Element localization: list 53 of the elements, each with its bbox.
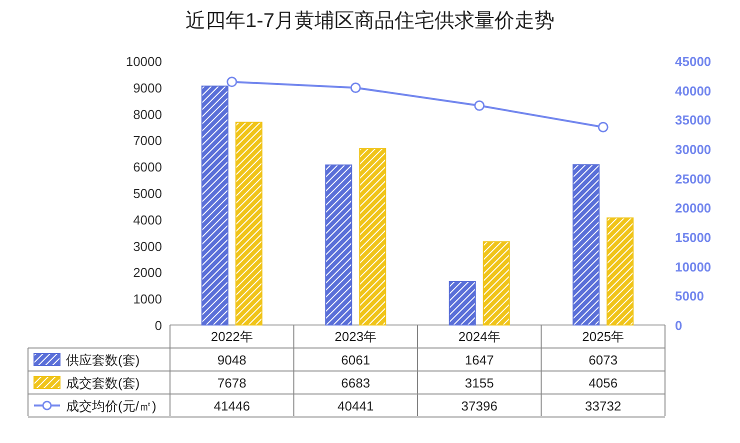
y-tick-label: 9000 (133, 80, 162, 96)
legend-label: 成交套数(套) (66, 376, 140, 390)
legend-label: 供应套数(套) (66, 352, 140, 368)
bar (325, 164, 352, 326)
y-tick-label: 1000 (133, 292, 162, 307)
data-label: 6683 (341, 376, 370, 390)
bar (606, 217, 634, 326)
point (350, 82, 361, 93)
y-tick-label: 7000 (133, 133, 162, 148)
y-tick-label: 8000 (133, 106, 162, 122)
data-label: 41446 (214, 398, 250, 414)
data-label: 37396 (461, 398, 498, 414)
data-label: 7678 (217, 376, 246, 390)
point (474, 100, 485, 111)
x-tick-label: 2024年 (458, 329, 500, 344)
x-tick-label: 2022年 (210, 329, 253, 344)
y-tick-label: 3000 (133, 238, 162, 254)
data-label: 1647 (464, 352, 494, 368)
y-tick-label: 4000 (133, 212, 162, 228)
y2-tick-label: 25000 (675, 171, 712, 186)
y2-tick-label: 0 (675, 318, 682, 333)
y-tick-label: 5000 (133, 186, 162, 201)
x-tick-label: 2025年 (582, 329, 624, 344)
data-label: 40441 (338, 398, 374, 414)
bar (235, 122, 262, 326)
y2-tick-label: 40000 (675, 83, 712, 98)
y-tick-label: 10000 (126, 54, 162, 69)
chart-title: 近四年1-7月黄埔区商品住宅供求量价走势 (186, 9, 554, 32)
data-label: 6073 (588, 352, 618, 368)
data-label: 33732 (585, 398, 622, 414)
y2-tick-label: 45000 (675, 54, 712, 69)
bar (359, 148, 386, 326)
bar (482, 241, 510, 326)
y2-tick-label: 35000 (675, 112, 712, 128)
data-label: 4056 (588, 376, 618, 390)
data-label: 9048 (217, 352, 246, 368)
bar (448, 281, 476, 326)
bar (201, 86, 228, 326)
data-label: 6061 (341, 352, 370, 368)
point (226, 76, 238, 88)
data-label: 3155 (464, 376, 494, 390)
y-tick-label: 0 (154, 318, 162, 333)
y-tick-label: 2000 (133, 265, 162, 280)
y2-tick-label: 15000 (675, 230, 712, 245)
point (598, 122, 608, 132)
y2-tick-label: 10000 (675, 259, 712, 274)
legend-label: 成交均价(元/㎡) (66, 398, 156, 414)
y2-tick-label: 5000 (675, 288, 704, 304)
y2-tick-label: 20000 (675, 200, 712, 216)
y2-tick-label: 30000 (675, 142, 712, 157)
x-tick-label: 2023年 (334, 329, 377, 344)
y-tick-label: 6000 (133, 160, 162, 175)
bar (572, 164, 600, 326)
